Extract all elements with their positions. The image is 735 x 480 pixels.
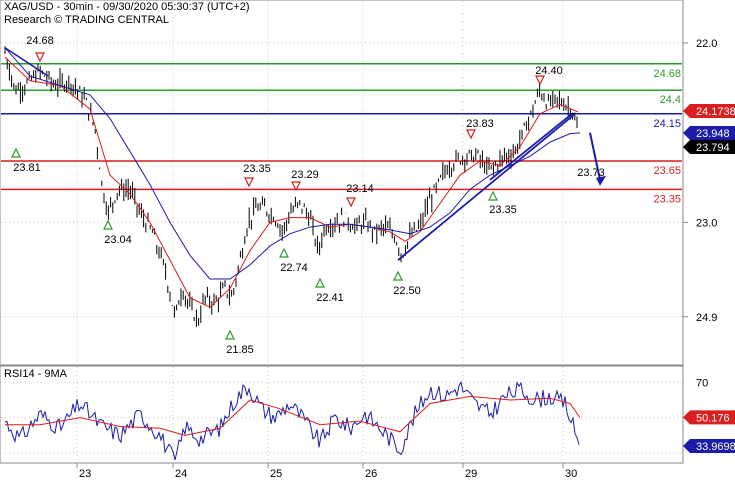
- support-marker: [393, 270, 403, 281]
- price-levels: 24.68 24.4 24.15 23.65 23.35: [1, 63, 682, 205]
- y-tick-label: 23.0: [696, 217, 717, 229]
- x-tick-label: 30: [565, 468, 577, 480]
- annotation-label: 23.04: [104, 234, 132, 246]
- candles: [4, 46, 578, 328]
- annotation-label: 21.85: [226, 344, 254, 356]
- resistance-marker: [291, 181, 301, 192]
- rsi-pane-frame: [0, 365, 684, 464]
- annotation-label: 23.83: [466, 118, 494, 130]
- price-tag-label: 24.1738: [696, 106, 735, 118]
- projection-arrow: [589, 132, 601, 181]
- rsi-y-tick-label: 70: [696, 377, 708, 389]
- x-tick-label: 24: [175, 468, 187, 480]
- rsi-pane: 50.176 33.9698: [4, 380, 735, 461]
- x-tick-label: 23: [79, 468, 91, 480]
- price-tag: [683, 126, 735, 140]
- price-tag-label: 23.794: [696, 142, 730, 154]
- rsi-line: [4, 380, 580, 461]
- annotations: 24.68 23.81 23.04 21.85 23.35 22.74 23.29 22.41…: [11, 35, 605, 356]
- annotation-label: 24.68: [26, 35, 54, 47]
- annotation-label: 22.50: [393, 285, 421, 297]
- support-marker: [225, 329, 235, 340]
- resistance-marker: [466, 129, 476, 140]
- chart-header-line2: Research © TRADING CENTRAL: [4, 14, 169, 26]
- price-series: [4, 46, 581, 328]
- annotation-label: 23.14: [346, 183, 374, 195]
- chart-header-line1: XAG/USD - 30min - 09/30/2020 05:30:37 (U…: [4, 1, 250, 13]
- annotation-label: 23.29: [291, 169, 319, 181]
- annotation-label: 23.35: [489, 204, 517, 216]
- annotation-label: 23.35: [243, 163, 271, 175]
- support-marker: [315, 277, 325, 288]
- x-tick-label: 29: [465, 468, 477, 480]
- level-label: 24.4: [660, 94, 681, 106]
- annotation-label: 22.74: [280, 262, 308, 274]
- support-marker: [103, 219, 113, 230]
- trendline-down: [4, 47, 49, 77]
- y-tick-label: 22.0: [696, 38, 717, 50]
- rsi-value-tag: [683, 438, 735, 453]
- level-label: 23.35: [653, 193, 681, 205]
- annotation-label: 24.40: [535, 65, 563, 77]
- rsi-value-label: 33.9698: [696, 441, 735, 453]
- annotation-label: 23.73: [577, 167, 605, 179]
- rsi-ma-line: [5, 395, 581, 436]
- resistance-marker: [535, 75, 545, 86]
- x-tick-label: 26: [365, 468, 377, 480]
- support-marker: [11, 147, 21, 158]
- resistance-marker: [35, 52, 45, 63]
- price-tags: 24.1738 23.948 23.794: [683, 104, 735, 154]
- price-tag: [683, 140, 735, 154]
- trendlines: [4, 47, 606, 261]
- slow-moving-average: [4, 47, 581, 280]
- trendline-up: [397, 113, 576, 261]
- x-axis-ticks: 23 24 25 26 29 30: [76, 463, 577, 480]
- level-label: 24.68: [653, 68, 681, 80]
- y-tick-label: 24.9: [696, 312, 717, 324]
- trendline-up-2: [489, 113, 573, 181]
- x-tick-label: 25: [270, 468, 282, 480]
- rsi-value-tag: [683, 410, 735, 425]
- price-tag-label: 23.948: [696, 128, 730, 140]
- resistance-marker: [346, 197, 356, 208]
- projection-arrow-head: [596, 175, 606, 186]
- y-axis-ticks: 22.023.024.95070: [683, 38, 717, 425]
- grid: [1, 1, 682, 462]
- rsi-pane-title: RSI14 - 9MA: [4, 368, 68, 380]
- level-label: 24.15: [653, 118, 681, 130]
- price-pane-frame: [0, 0, 684, 366]
- annotation-label: 23.81: [13, 162, 41, 174]
- support-marker: [279, 247, 289, 258]
- rsi-value-label: 50.176: [696, 412, 730, 424]
- annotation-label: 22.41: [316, 292, 344, 304]
- price-tag: [683, 104, 735, 118]
- fast-moving-average: [4, 56, 579, 308]
- level-label: 23.65: [653, 165, 681, 177]
- resistance-marker: [244, 177, 254, 188]
- support-marker: [488, 190, 498, 201]
